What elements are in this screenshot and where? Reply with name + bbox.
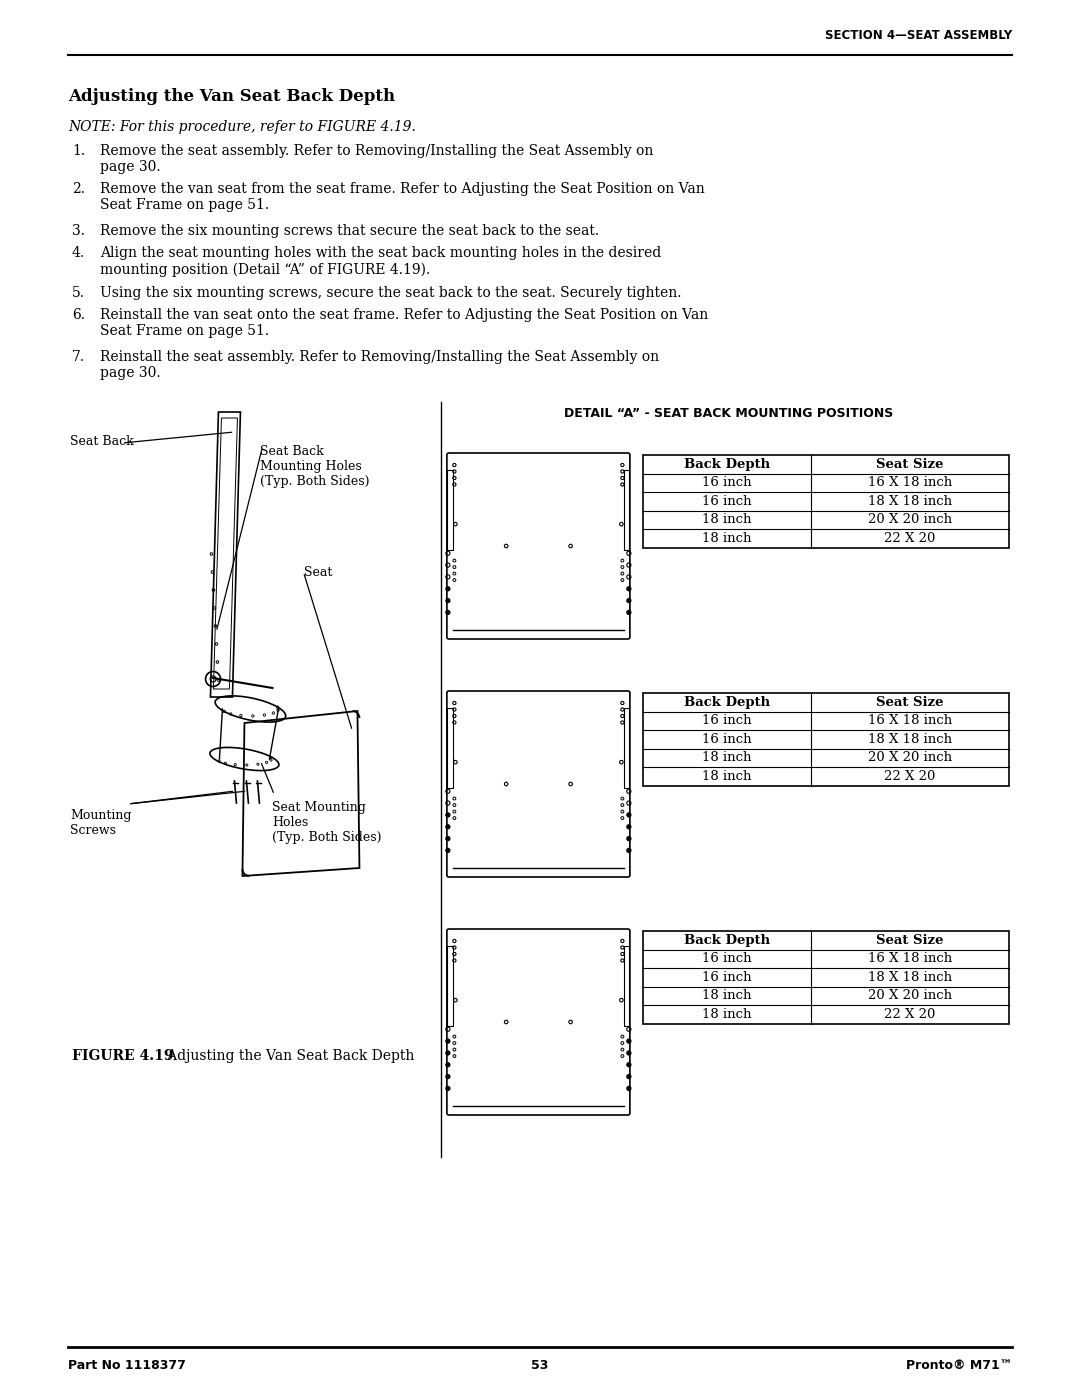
- Text: 7.: 7.: [72, 351, 85, 365]
- Text: 16 inch: 16 inch: [702, 714, 752, 728]
- Circle shape: [626, 813, 631, 817]
- Text: 22 X 20: 22 X 20: [885, 1007, 936, 1021]
- Circle shape: [446, 1074, 450, 1078]
- Circle shape: [446, 587, 450, 591]
- Circle shape: [446, 1063, 450, 1067]
- FancyBboxPatch shape: [447, 692, 630, 877]
- Text: 16 inch: 16 inch: [702, 953, 752, 965]
- Circle shape: [626, 587, 631, 591]
- Text: SECTION 4—SEAT ASSEMBLY: SECTION 4—SEAT ASSEMBLY: [825, 29, 1012, 42]
- Text: 18 inch: 18 inch: [702, 989, 752, 1002]
- Bar: [624, 946, 630, 1025]
- Text: 18 inch: 18 inch: [702, 770, 752, 782]
- Text: 18 X 18 inch: 18 X 18 inch: [868, 733, 953, 746]
- Circle shape: [626, 1039, 631, 1044]
- Circle shape: [446, 848, 450, 852]
- Text: Seat Mounting
Holes
(Typ. Both Sides): Seat Mounting Holes (Typ. Both Sides): [272, 800, 382, 844]
- Text: 18 inch: 18 inch: [702, 1007, 752, 1021]
- Circle shape: [446, 1087, 450, 1091]
- Text: Adjusting the Van Seat Back Depth: Adjusting the Van Seat Back Depth: [154, 1049, 415, 1063]
- Circle shape: [446, 610, 450, 615]
- Text: 2.: 2.: [72, 182, 85, 196]
- Text: 18 inch: 18 inch: [702, 752, 752, 764]
- Text: 5.: 5.: [72, 286, 85, 300]
- Text: Adjusting the Van Seat Back Depth: Adjusting the Van Seat Back Depth: [68, 88, 395, 105]
- Text: 16 inch: 16 inch: [702, 476, 752, 489]
- Text: 3.: 3.: [72, 224, 85, 237]
- Text: 22 X 20: 22 X 20: [885, 532, 936, 545]
- Text: 18 X 18 inch: 18 X 18 inch: [868, 971, 953, 983]
- Text: 53: 53: [531, 1359, 549, 1372]
- Text: Back Depth: Back Depth: [684, 696, 770, 708]
- Text: Back Depth: Back Depth: [684, 458, 770, 471]
- Text: FIGURE 4.19: FIGURE 4.19: [72, 1049, 174, 1063]
- FancyBboxPatch shape: [447, 929, 630, 1115]
- Text: 18 inch: 18 inch: [702, 532, 752, 545]
- Text: Seat: Seat: [305, 566, 333, 578]
- FancyBboxPatch shape: [447, 453, 630, 638]
- Text: 20 X 20 inch: 20 X 20 inch: [868, 513, 953, 527]
- Text: Seat Size: Seat Size: [876, 458, 944, 471]
- Text: 20 X 20 inch: 20 X 20 inch: [868, 752, 953, 764]
- Circle shape: [446, 1039, 450, 1044]
- Circle shape: [446, 598, 450, 602]
- Text: 4.: 4.: [72, 246, 85, 260]
- Bar: [447, 707, 453, 788]
- Circle shape: [626, 1087, 631, 1091]
- Text: Remove the six mounting screws that secure the seat back to the seat.: Remove the six mounting screws that secu…: [100, 224, 599, 237]
- Text: 22 X 20: 22 X 20: [885, 770, 936, 782]
- Text: Seat Size: Seat Size: [876, 696, 944, 708]
- Circle shape: [446, 813, 450, 817]
- Text: 16 inch: 16 inch: [702, 971, 752, 983]
- Text: Reinstall the van seat onto the seat frame. Refer to Adjusting the Seat Position: Reinstall the van seat onto the seat fra…: [100, 307, 708, 338]
- Circle shape: [626, 610, 631, 615]
- Bar: [643, 693, 1009, 785]
- Text: Mounting
Screws: Mounting Screws: [70, 809, 132, 837]
- Text: 16 inch: 16 inch: [702, 733, 752, 746]
- Circle shape: [626, 1051, 631, 1055]
- Text: Align the seat mounting holes with the seat back mounting holes in the desired
m: Align the seat mounting holes with the s…: [100, 246, 661, 277]
- Circle shape: [626, 848, 631, 852]
- Text: Remove the van seat from the seat frame. Refer to Adjusting the Seat Position on: Remove the van seat from the seat frame.…: [100, 182, 705, 212]
- Text: Seat Back
Mounting Holes
(Typ. Both Sides): Seat Back Mounting Holes (Typ. Both Side…: [260, 446, 370, 488]
- Text: Remove the seat assembly. Refer to Removing/Installing the Seat Assembly on
page: Remove the seat assembly. Refer to Remov…: [100, 144, 653, 175]
- Circle shape: [626, 1063, 631, 1067]
- Bar: [643, 930, 1009, 1024]
- Circle shape: [446, 824, 450, 828]
- Bar: [624, 707, 630, 788]
- Circle shape: [446, 837, 450, 841]
- Text: Using the six mounting screws, secure the seat back to the seat. Securely tighte: Using the six mounting screws, secure th…: [100, 286, 681, 300]
- Circle shape: [626, 1074, 631, 1078]
- Circle shape: [446, 1051, 450, 1055]
- Text: 1.: 1.: [72, 144, 85, 158]
- Text: 16 X 18 inch: 16 X 18 inch: [868, 714, 953, 728]
- Circle shape: [626, 824, 631, 828]
- Text: 18 X 18 inch: 18 X 18 inch: [868, 495, 953, 507]
- Text: Back Depth: Back Depth: [684, 933, 770, 947]
- Text: 16 inch: 16 inch: [702, 495, 752, 507]
- Bar: [643, 455, 1009, 548]
- Text: Seat Size: Seat Size: [876, 933, 944, 947]
- Bar: [624, 469, 630, 549]
- Text: Seat Back: Seat Back: [70, 434, 134, 448]
- Text: DETAIL “A” - SEAT BACK MOUNTING POSITIONS: DETAIL “A” - SEAT BACK MOUNTING POSITION…: [565, 407, 893, 420]
- Bar: [447, 469, 453, 549]
- Text: 20 X 20 inch: 20 X 20 inch: [868, 989, 953, 1002]
- Text: Reinstall the seat assembly. Refer to Removing/Installing the Seat Assembly on
p: Reinstall the seat assembly. Refer to Re…: [100, 351, 659, 380]
- Text: 18 inch: 18 inch: [702, 513, 752, 527]
- Bar: [447, 946, 453, 1025]
- Text: Pronto® M71™: Pronto® M71™: [906, 1359, 1012, 1372]
- Text: 16 X 18 inch: 16 X 18 inch: [868, 476, 953, 489]
- Text: 6.: 6.: [72, 307, 85, 321]
- Text: 16 X 18 inch: 16 X 18 inch: [868, 953, 953, 965]
- Text: Part No 1118377: Part No 1118377: [68, 1359, 186, 1372]
- Circle shape: [626, 598, 631, 602]
- Circle shape: [626, 837, 631, 841]
- Text: NOTE: For this procedure, refer to FIGURE 4.19.: NOTE: For this procedure, refer to FIGUR…: [68, 120, 416, 134]
